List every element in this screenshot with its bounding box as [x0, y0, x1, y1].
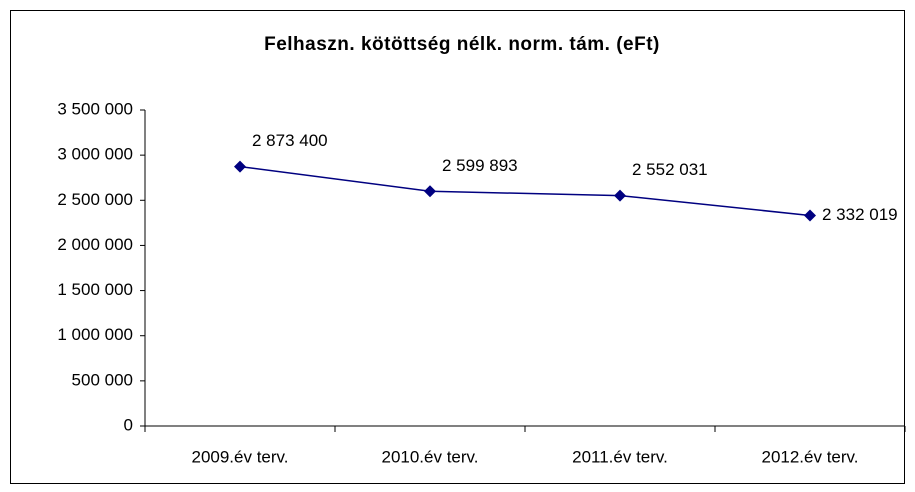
y-tick-label: 2 500 000 [57, 190, 133, 209]
chart-frame [10, 10, 905, 484]
data-label: 2 552 031 [632, 160, 708, 179]
x-tick-label: 2012.év terv. [761, 447, 858, 466]
chart-title: Felhaszn. kötöttség nélk. norm. tám. (eF… [264, 34, 660, 55]
marker [424, 185, 436, 198]
y-tick-label: 0 [124, 415, 133, 434]
marker [614, 189, 626, 202]
x-tick-label: 2009.év terv. [191, 447, 288, 466]
y-tick-label: 1 000 000 [57, 325, 133, 344]
y-tick-label: 1 500 000 [57, 280, 133, 299]
x-tick-label: 2011.év terv. [572, 447, 668, 466]
y-tick-label: 3 000 000 [57, 145, 133, 164]
data-label: 2 599 893 [442, 156, 518, 175]
marker [234, 160, 246, 173]
y-tick-label: 3 500 000 [57, 99, 133, 118]
x-tick-label: 2010.év terv. [381, 447, 478, 466]
marker [804, 209, 816, 222]
data-label: 2 332 019 [822, 205, 898, 224]
y-tick-label: 500 000 [72, 370, 133, 389]
line-series [239, 165, 811, 217]
y-tick-label: 2 000 000 [57, 235, 133, 254]
data-label: 2 873 400 [252, 131, 328, 150]
